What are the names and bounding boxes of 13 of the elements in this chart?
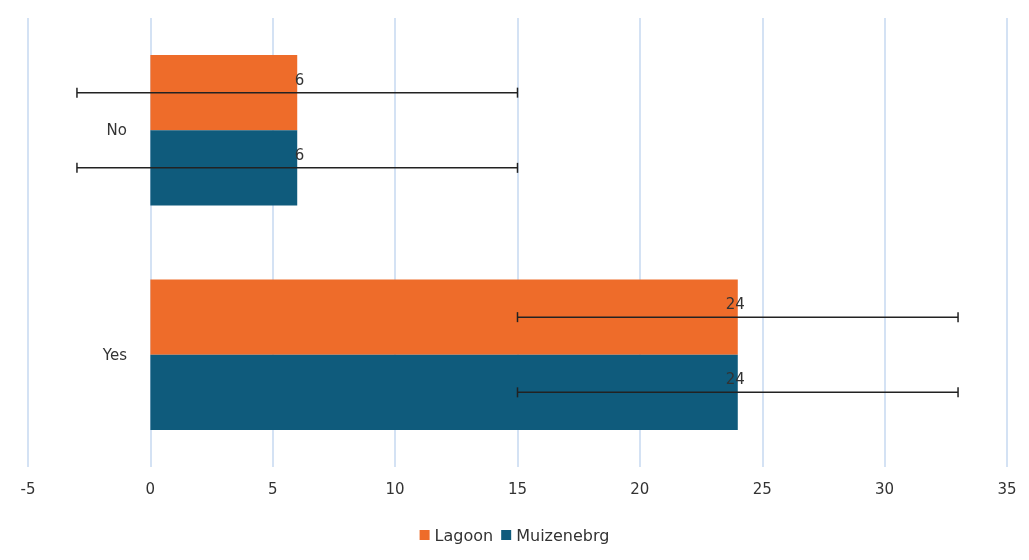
- x-tick-label: 25: [752, 479, 772, 498]
- x-tick-label: 0: [145, 479, 156, 498]
- x-tick-label: 30: [875, 479, 895, 498]
- x-tick-label: -5: [20, 479, 36, 498]
- x-tick-label: 35: [997, 479, 1017, 498]
- x-tick-label: 10: [385, 479, 405, 498]
- x-tick-label: 5: [267, 479, 278, 498]
- legend-label: Lagoon: [434, 525, 494, 545]
- x-tick-label: 15: [507, 479, 528, 498]
- y-tick-label: No: [106, 121, 127, 140]
- y-tick-label: Yes: [101, 345, 128, 364]
- x-tick-label: 20: [630, 479, 650, 498]
- legend-label: Muizenebrg: [516, 525, 610, 545]
